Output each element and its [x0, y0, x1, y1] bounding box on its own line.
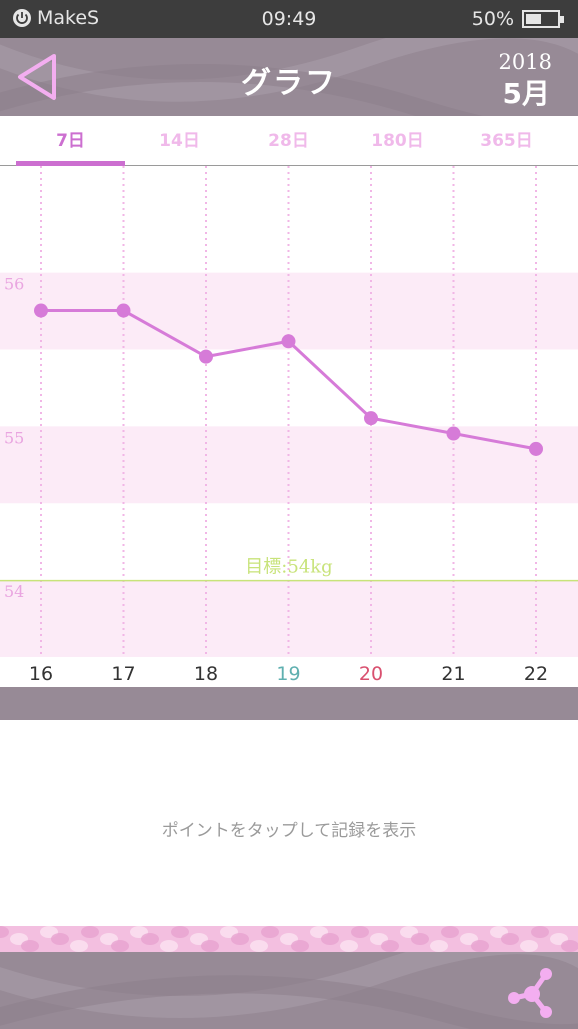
- year-label: 2018: [498, 50, 552, 74]
- battery-percent: 50%: [471, 8, 514, 30]
- battery-icon: [522, 10, 564, 28]
- tab-28-days[interactable]: 28日: [268, 131, 309, 151]
- power-icon: [13, 9, 31, 27]
- data-point-17[interactable]: [116, 303, 131, 318]
- tap-point-hint: ポイントをタップして記録を表示: [161, 821, 417, 841]
- x-tick-22: 22: [524, 663, 548, 685]
- record-info-panel: ポイントをタップして記録を表示: [0, 720, 578, 926]
- data-point-19[interactable]: [281, 334, 296, 349]
- month-label[interactable]: 5月: [502, 77, 550, 110]
- data-point-20[interactable]: [364, 411, 378, 426]
- weight-line-chart: 56 55 54 目標:54kg 16 17 18 19 20 21 22: [0, 166, 578, 690]
- x-tick-21: 21: [441, 663, 465, 685]
- data-point-18[interactable]: [199, 349, 213, 364]
- battery: 50%: [471, 8, 564, 30]
- x-tick-16: 16: [29, 663, 53, 685]
- status-bar: MakeS 09:49 50%: [0, 0, 578, 38]
- x-tick-18: 18: [194, 663, 218, 685]
- data-point-21[interactable]: [446, 426, 461, 441]
- page-title: グラフ: [241, 66, 337, 101]
- share-icon[interactable]: [502, 964, 558, 1020]
- x-axis-band: [0, 658, 578, 690]
- header: グラフ 2018 5月: [0, 38, 578, 116]
- tab-180-days[interactable]: 180日: [371, 131, 424, 151]
- footer-wave-decoration: [0, 952, 578, 1029]
- tab-14-days[interactable]: 14日: [159, 131, 200, 151]
- header-wave-decoration: [0, 38, 578, 116]
- data-point-22[interactable]: [529, 441, 543, 456]
- footer-bar: [0, 952, 578, 1029]
- target-label: 目標:54kg: [245, 557, 332, 578]
- y-tick-54: 54: [4, 582, 24, 601]
- carrier-name: MakeS: [37, 7, 100, 29]
- x-tick-20: 20: [359, 663, 383, 685]
- clock: 09:49: [261, 8, 317, 30]
- tab-365-days[interactable]: 365日: [480, 131, 533, 151]
- y-tick-56: 56: [4, 275, 24, 294]
- y-tick-55: 55: [4, 428, 24, 447]
- tab-7-days[interactable]: 7日: [16, 116, 125, 166]
- x-tick-19: 19: [276, 663, 300, 685]
- back-arrow-icon[interactable]: [14, 52, 60, 102]
- data-point-16[interactable]: [34, 303, 48, 318]
- x-tick-17: 17: [111, 663, 135, 685]
- period-tabs: 7日 14日 28日 180日 365日: [0, 116, 578, 166]
- floral-decoration: [0, 926, 578, 952]
- band-54: [0, 580, 578, 657]
- divider-bar: [0, 687, 578, 720]
- carrier: MakeS: [12, 7, 99, 29]
